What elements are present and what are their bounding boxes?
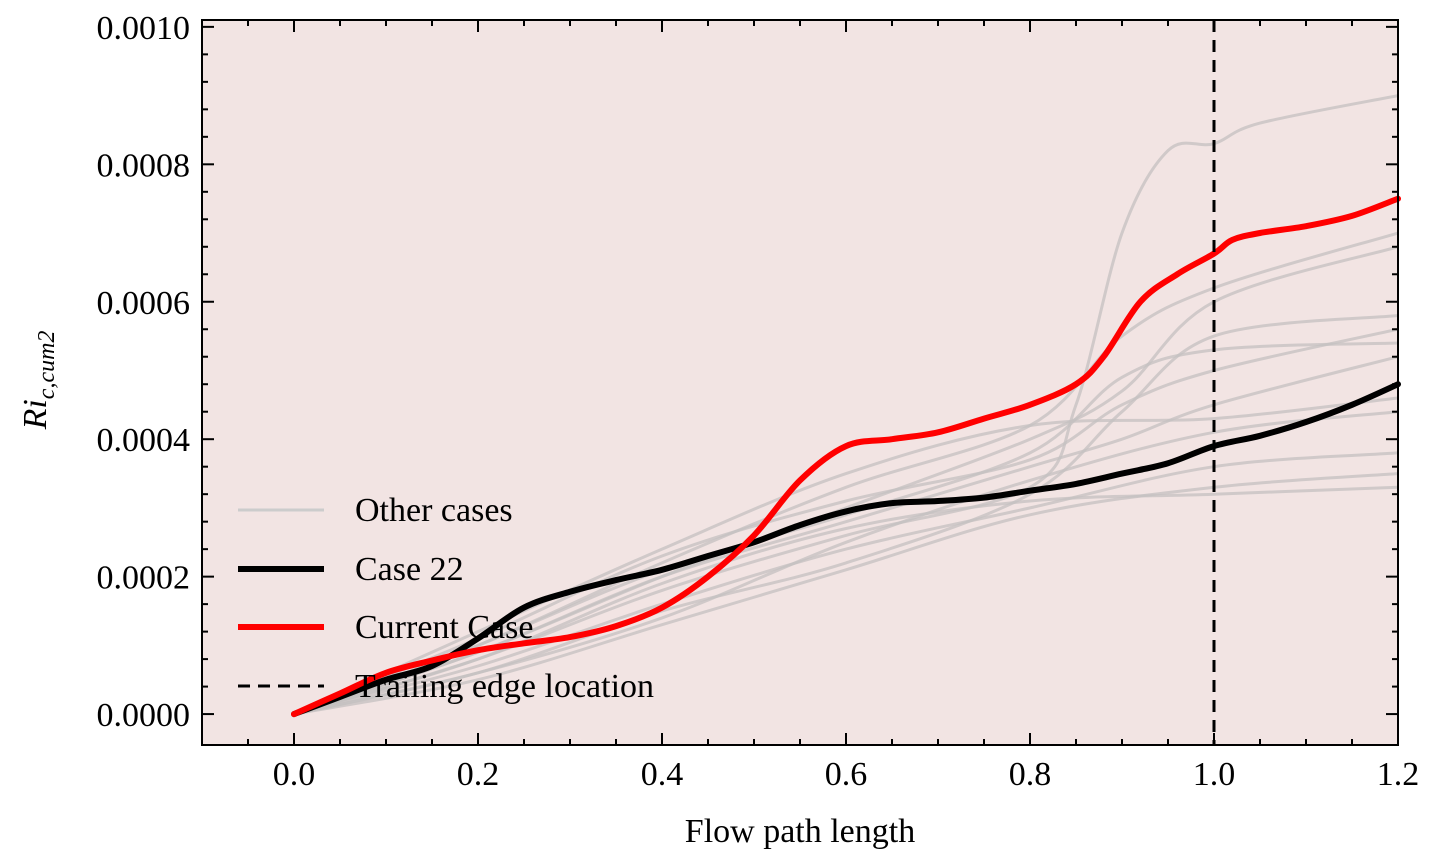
x-tick-label: 0.0: [273, 756, 316, 793]
x-tick-label: 1.2: [1377, 756, 1420, 793]
y-tick-label: 0.0002: [97, 560, 191, 597]
x-tick-label: 0.8: [1009, 756, 1052, 793]
y-axis-label: Ric,cum2: [17, 331, 60, 431]
x-tick-label: 0.4: [641, 756, 684, 793]
legend-label-case-22: Case 22: [355, 551, 464, 588]
legend-label-current-case: Current Case: [355, 609, 533, 646]
x-tick-labels: 0.0 0.2 0.4 0.6 0.8 1.0 1.2: [273, 756, 1420, 793]
other-case-line-7: [293, 485, 1399, 716]
current-case-line: [291, 195, 1401, 718]
other-case-line-5: [293, 396, 1399, 716]
plot-background: [202, 20, 1398, 745]
y-axis-label-main: Ri: [17, 399, 54, 430]
y-axis-label-subscript: c,cum2: [34, 331, 60, 400]
x-tick-label: 0.6: [825, 756, 868, 793]
y-tick-label: 0.0000: [97, 697, 191, 734]
y-tick-label: 0.0004: [97, 422, 191, 459]
axis-ticks: [201, 20, 1399, 745]
x-tick-label: 1.0: [1193, 756, 1236, 793]
x-axis-label: Flow path length: [685, 813, 915, 850]
legend-label-trailing-edge: Trailing edge location: [355, 668, 654, 705]
legend: Other cases Case 22 Current Case Trailin…: [238, 492, 654, 705]
legend-label-other-cases: Other cases: [355, 492, 513, 529]
y-tick-labels: 0.0000 0.0002 0.0004 0.0006 0.0008 0.0010: [97, 10, 191, 734]
x-tick-label: 0.2: [457, 756, 500, 793]
y-tick-label: 0.0006: [97, 285, 191, 322]
other-case-line-12: [293, 410, 1399, 716]
y-tick-label: 0.0008: [97, 147, 191, 184]
y-tick-label: 0.0010: [97, 10, 191, 47]
